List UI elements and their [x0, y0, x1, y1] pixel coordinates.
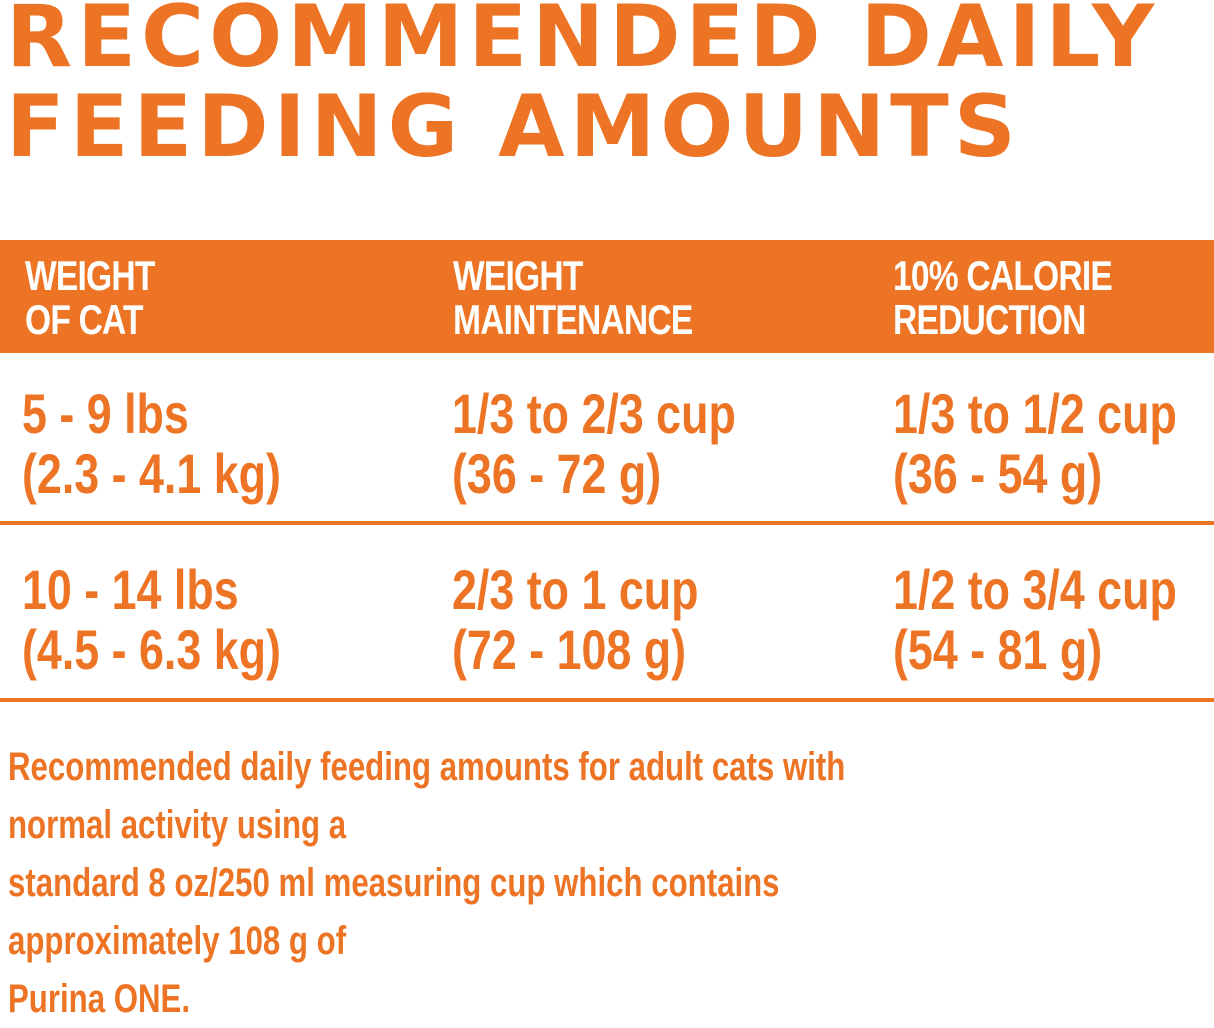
footnote: Recommended daily feeding amounts for ad…: [8, 745, 846, 1021]
page-title-line2: FEEDING AMOUNTS: [6, 77, 1021, 177]
table-cell: 1/3 to 2/3 cup (36 - 72 g): [452, 382, 736, 505]
row-divider: [0, 521, 1214, 525]
table-cell: 2/3 to 1 cup (72 - 108 g): [452, 558, 699, 681]
table-cell: 10 - 14 lbs (4.5 - 6.3 kg): [22, 558, 281, 681]
table-cell: 1/2 to 3/4 cup (54 - 81 g): [893, 558, 1177, 681]
row-divider: [0, 698, 1214, 702]
header-calorie-reduction: 10% CALORIE REDUCTION: [893, 252, 1113, 343]
table-cell: 1/3 to 1/2 cup (36 - 54 g): [893, 382, 1177, 505]
table-header: [0, 240, 1214, 353]
table-cell: 5 - 9 lbs (2.3 - 4.1 kg): [22, 382, 281, 505]
header-weight-maintenance: WEIGHT MAINTENANCE: [453, 252, 693, 343]
page-title-line1: RECOMMENDED DAILY: [6, 0, 1160, 87]
header-weight-of-cat: WEIGHT OF CAT: [25, 252, 155, 343]
